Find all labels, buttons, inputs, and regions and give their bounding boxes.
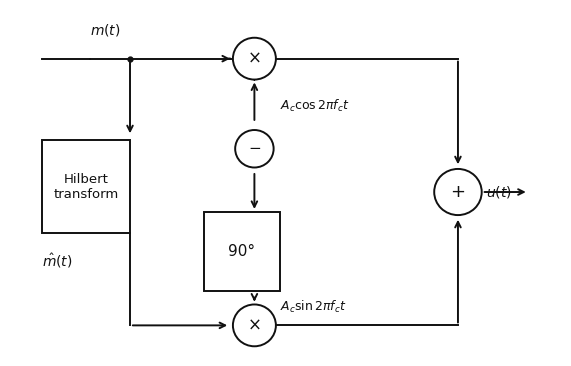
Text: $\hat{m}(t)$: $\hat{m}(t)$ <box>42 251 73 270</box>
Ellipse shape <box>235 130 274 168</box>
Ellipse shape <box>434 169 482 215</box>
Ellipse shape <box>233 38 276 79</box>
Text: ×: × <box>247 50 262 68</box>
Bar <box>203 212 280 291</box>
Text: $A_c \cos 2\pi f_c t$: $A_c \cos 2\pi f_c t$ <box>280 97 349 113</box>
Bar <box>42 140 130 234</box>
Text: Hilbert
transform: Hilbert transform <box>54 173 119 201</box>
Text: −: − <box>248 141 261 156</box>
Text: ×: × <box>247 316 262 335</box>
Text: 90°: 90° <box>228 244 255 259</box>
Ellipse shape <box>233 305 276 346</box>
Text: $A_c \sin 2\pi f_c t$: $A_c \sin 2\pi f_c t$ <box>280 299 347 315</box>
Text: +: + <box>451 183 465 201</box>
Text: $u(t)$: $u(t)$ <box>486 184 512 200</box>
Text: $m(t)$: $m(t)$ <box>90 22 121 38</box>
